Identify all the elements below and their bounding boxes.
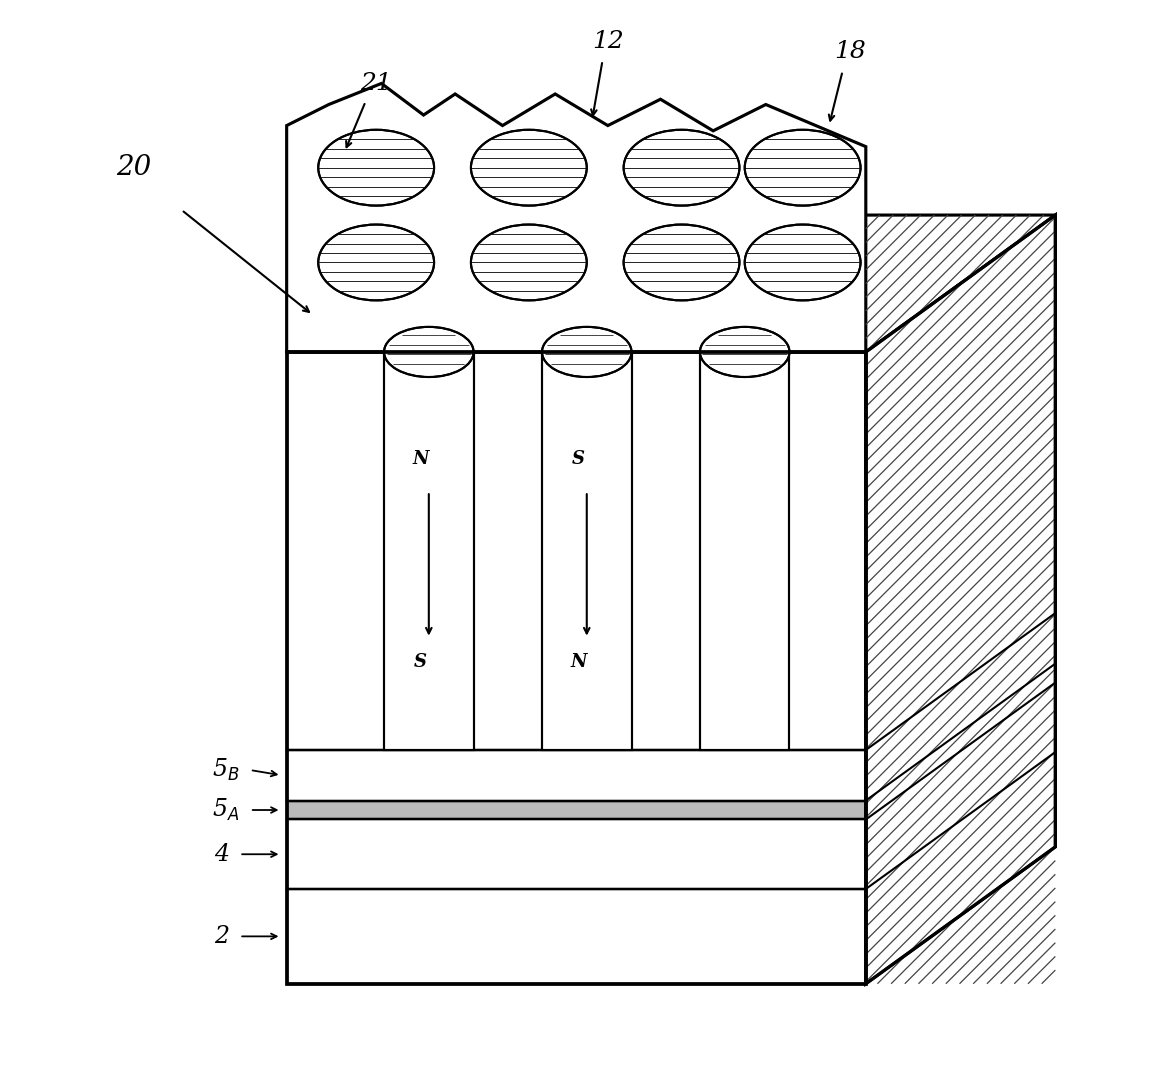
Text: N: N	[570, 653, 586, 671]
Bar	[286, 352, 865, 983]
Bar	[542, 352, 632, 751]
Polygon shape	[286, 216, 1055, 352]
Bar	[286, 820, 865, 889]
Bar	[384, 352, 473, 751]
Ellipse shape	[471, 224, 587, 300]
Ellipse shape	[319, 130, 434, 206]
Bar	[700, 352, 790, 751]
Text: 5$_B$: 5$_B$	[212, 757, 240, 783]
Text: 12: 12	[592, 30, 623, 53]
Ellipse shape	[542, 327, 632, 377]
Bar	[286, 889, 865, 983]
Bar	[384, 352, 473, 751]
Text: S: S	[414, 653, 427, 671]
Text: S: S	[572, 451, 585, 469]
Ellipse shape	[623, 130, 740, 206]
Polygon shape	[286, 83, 865, 352]
Text: 21: 21	[361, 71, 392, 95]
Bar	[286, 352, 865, 751]
Text: 4: 4	[214, 843, 229, 865]
Polygon shape	[865, 216, 1055, 983]
Ellipse shape	[744, 130, 861, 206]
Ellipse shape	[700, 327, 790, 377]
Bar	[286, 800, 865, 820]
Text: 20: 20	[116, 154, 151, 181]
Text: 18: 18	[834, 40, 866, 63]
Text: 2: 2	[214, 925, 229, 948]
Bar	[700, 352, 790, 751]
Text: 5$_A$: 5$_A$	[212, 797, 240, 823]
Bar	[286, 751, 865, 800]
Text: N: N	[412, 451, 429, 469]
Bar	[542, 352, 632, 751]
Ellipse shape	[319, 224, 434, 300]
Ellipse shape	[471, 130, 587, 206]
Ellipse shape	[384, 327, 473, 377]
Ellipse shape	[744, 224, 861, 300]
Ellipse shape	[623, 224, 740, 300]
